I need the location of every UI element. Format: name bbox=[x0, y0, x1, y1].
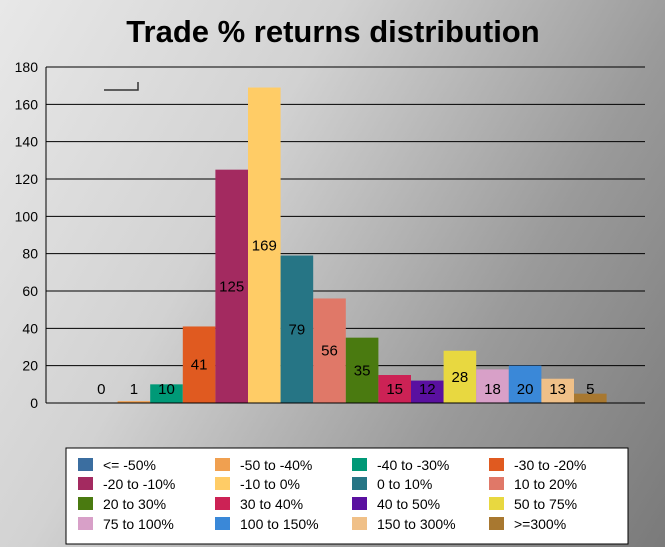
bar bbox=[541, 378, 574, 403]
legend-swatch bbox=[352, 517, 367, 530]
bar bbox=[476, 369, 509, 403]
legend-label: -20 to -10% bbox=[103, 476, 175, 492]
legend: <= -50% -50 to -40% -40 to -30% -30 to -20%… bbox=[65, 447, 629, 545]
y-tick-label: 180 bbox=[15, 59, 39, 75]
bar bbox=[182, 326, 216, 403]
legend-label: 30 to 40% bbox=[240, 496, 303, 512]
bar bbox=[248, 87, 281, 404]
legend-label: 0 to 10% bbox=[377, 476, 432, 492]
legend-swatch bbox=[489, 458, 504, 471]
legend-swatch bbox=[78, 458, 93, 471]
bar bbox=[443, 350, 477, 403]
bar bbox=[313, 298, 346, 403]
legend-swatch bbox=[78, 477, 93, 490]
data-label: 28 bbox=[452, 369, 469, 386]
legend-swatch bbox=[489, 497, 504, 510]
y-tick-label: 40 bbox=[22, 320, 38, 336]
data-labels: 0 1 10 41 125 169 79 56 35 15 12 28 18 20 13 5 bbox=[97, 237, 594, 398]
legend-label: <= -50% bbox=[103, 457, 156, 473]
y-tick-label: 80 bbox=[22, 246, 38, 262]
legend-label: 50 to 75% bbox=[514, 496, 577, 512]
y-tick-label: 20 bbox=[22, 358, 38, 374]
y-axis-ticks: 0 20 40 60 80 100 120 140 160 180 bbox=[15, 59, 39, 411]
legend-swatch bbox=[489, 477, 504, 490]
data-label: 56 bbox=[321, 343, 338, 360]
bar bbox=[280, 255, 314, 403]
legend-swatch bbox=[78, 517, 93, 530]
legend-swatch bbox=[352, 458, 367, 471]
data-label: 1 bbox=[130, 381, 138, 398]
bar bbox=[508, 365, 542, 403]
data-label: 79 bbox=[289, 321, 306, 338]
bar bbox=[574, 393, 607, 403]
legend-swatch bbox=[352, 497, 367, 510]
bar bbox=[411, 380, 444, 403]
legend-label: 10 to 20% bbox=[514, 476, 577, 492]
legend-label: 40 to 50% bbox=[377, 496, 440, 512]
data-label: 41 bbox=[191, 357, 208, 374]
y-tick-label: 140 bbox=[15, 134, 39, 150]
legend-label: >=300% bbox=[514, 516, 566, 532]
data-label: 0 bbox=[97, 381, 105, 398]
gridlines bbox=[46, 66, 645, 367]
legend-swatch bbox=[215, 517, 230, 530]
bars bbox=[117, 87, 607, 404]
legend-swatch bbox=[215, 458, 230, 471]
bar bbox=[117, 401, 151, 403]
legend-label: -40 to -30% bbox=[377, 457, 449, 473]
data-label: 13 bbox=[549, 381, 566, 398]
data-label: 18 bbox=[484, 381, 501, 398]
legend-swatch bbox=[352, 477, 367, 490]
legend-label: -30 to -20% bbox=[514, 457, 586, 473]
legend-label: 150 to 300% bbox=[377, 516, 456, 532]
y-tick-label: 0 bbox=[30, 395, 38, 411]
data-label: 12 bbox=[419, 381, 436, 398]
legend-swatch bbox=[78, 497, 93, 510]
data-label: 125 bbox=[219, 278, 244, 295]
data-label: 20 bbox=[517, 381, 534, 398]
data-label: 5 bbox=[586, 381, 594, 398]
bar bbox=[150, 384, 183, 403]
legend-label: -10 to 0% bbox=[240, 476, 300, 492]
data-label: 35 bbox=[354, 362, 371, 379]
data-label: 15 bbox=[386, 381, 403, 398]
y-tick-label: 60 bbox=[22, 283, 38, 299]
bar bbox=[215, 169, 248, 403]
y-tick-label: 100 bbox=[15, 208, 39, 224]
legend-swatch bbox=[489, 517, 504, 530]
empty-legend-marker bbox=[104, 82, 139, 91]
legend-swatch bbox=[215, 497, 230, 510]
chart-title: Trade % returns distribution bbox=[126, 14, 539, 49]
legend-swatch bbox=[215, 477, 230, 490]
bar bbox=[345, 337, 379, 403]
legend-box bbox=[65, 447, 629, 545]
legend-label: -50 to -40% bbox=[240, 457, 312, 473]
data-label: 10 bbox=[158, 381, 175, 398]
bar bbox=[378, 375, 411, 403]
legend-label: 75 to 100% bbox=[103, 516, 174, 532]
data-label: 169 bbox=[252, 237, 277, 254]
y-tick-label: 160 bbox=[15, 96, 39, 112]
legend-label: 100 to 150% bbox=[240, 516, 319, 532]
y-tick-label: 120 bbox=[15, 171, 39, 187]
legend-label: 20 to 30% bbox=[103, 496, 166, 512]
